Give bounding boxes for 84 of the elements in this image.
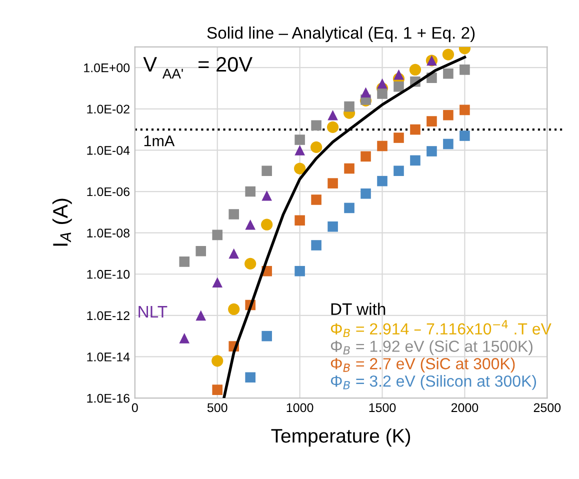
point [179, 333, 190, 344]
y-tick-label: 1.0E-04 [87, 146, 130, 155]
text: Φ$_{B}$ = 2.7 eV (SiC at 300K) [330, 358, 515, 373]
point [460, 130, 470, 141]
point [377, 78, 388, 89]
point [443, 68, 454, 79]
point [311, 240, 322, 250]
point [310, 141, 322, 153]
point [245, 186, 256, 197]
point [344, 202, 354, 214]
point [179, 256, 190, 267]
point [328, 178, 338, 188]
point [442, 48, 454, 60]
y-tick-label: 1.0E-12 [87, 311, 130, 320]
point [212, 230, 223, 240]
text: Φ$_{B}$ = 3.2 eV (Silicon at 300K) [330, 375, 536, 390]
point [212, 277, 223, 288]
point [262, 190, 272, 201]
point [244, 258, 256, 270]
point [261, 218, 273, 230]
point [294, 215, 305, 226]
point [410, 155, 420, 166]
point [196, 246, 206, 256]
x-tick-label: 1500 [369, 403, 396, 412]
point [377, 88, 388, 99]
point [409, 64, 422, 76]
legend-title: DT with [331, 302, 386, 316]
x-tick-label: 0 [132, 403, 138, 412]
y-tick-label: 1.0E-08 [87, 228, 130, 238]
x-axis-title: Temperature (K) [271, 428, 410, 447]
y-tick-label: 1.0E-14 [87, 352, 130, 362]
point [245, 219, 256, 230]
x-tick-label: 2000 [451, 403, 478, 412]
x-tick-label: 1000 [286, 403, 314, 412]
point [228, 209, 239, 220]
point [377, 140, 388, 152]
point [394, 69, 404, 80]
point [377, 176, 388, 186]
point [294, 162, 306, 174]
y-tick-label: 1.0E-02 [87, 104, 130, 114]
point [328, 221, 338, 232]
text: Φ$_{B}$ = 2.914 – 7.116x10$^{−4}$ .T eV [330, 320, 552, 338]
point [228, 303, 240, 316]
point [344, 163, 354, 174]
point [328, 110, 338, 120]
chart-title: Solid line – Analytical (Eq. 1 + Eq. 2) [207, 26, 475, 42]
point [460, 104, 470, 116]
point [426, 116, 437, 126]
point [443, 138, 454, 150]
point [360, 87, 371, 98]
point [394, 81, 404, 92]
point [262, 330, 272, 342]
point [426, 146, 437, 156]
point [311, 120, 322, 130]
point [410, 124, 420, 135]
y-tick-label: 1.0E-06 [87, 187, 130, 196]
point [394, 166, 404, 176]
point [196, 310, 206, 321]
point [360, 151, 371, 162]
ref-line-label: 1mA [144, 136, 175, 146]
x-tick-label: 2500 [534, 403, 561, 412]
point [394, 132, 404, 143]
point [294, 134, 305, 145]
point [311, 194, 322, 205]
point [443, 110, 454, 120]
point [228, 248, 239, 259]
series-label: NLT [138, 306, 168, 318]
x-tick-label: 500 [207, 403, 228, 412]
point [294, 266, 305, 276]
point [212, 384, 223, 395]
y-tick-label: 1.0E+00 [84, 63, 130, 72]
y-tick-label: 1.0E-10 [87, 270, 130, 279]
point [245, 372, 256, 383]
y-axis-title: I$_{A}$ (A) [52, 198, 72, 246]
point [360, 188, 371, 199]
point [326, 121, 339, 134]
text: Φ$_{B}$ = 1.92 eV (SiC at 1500K) [330, 340, 532, 356]
point [460, 64, 470, 75]
point [262, 166, 272, 176]
point [212, 355, 224, 367]
point [294, 145, 305, 156]
y-tick-label: 1.0E-16 [87, 394, 130, 403]
annotation: VAA' = 20V [143, 56, 252, 78]
point [344, 101, 354, 112]
